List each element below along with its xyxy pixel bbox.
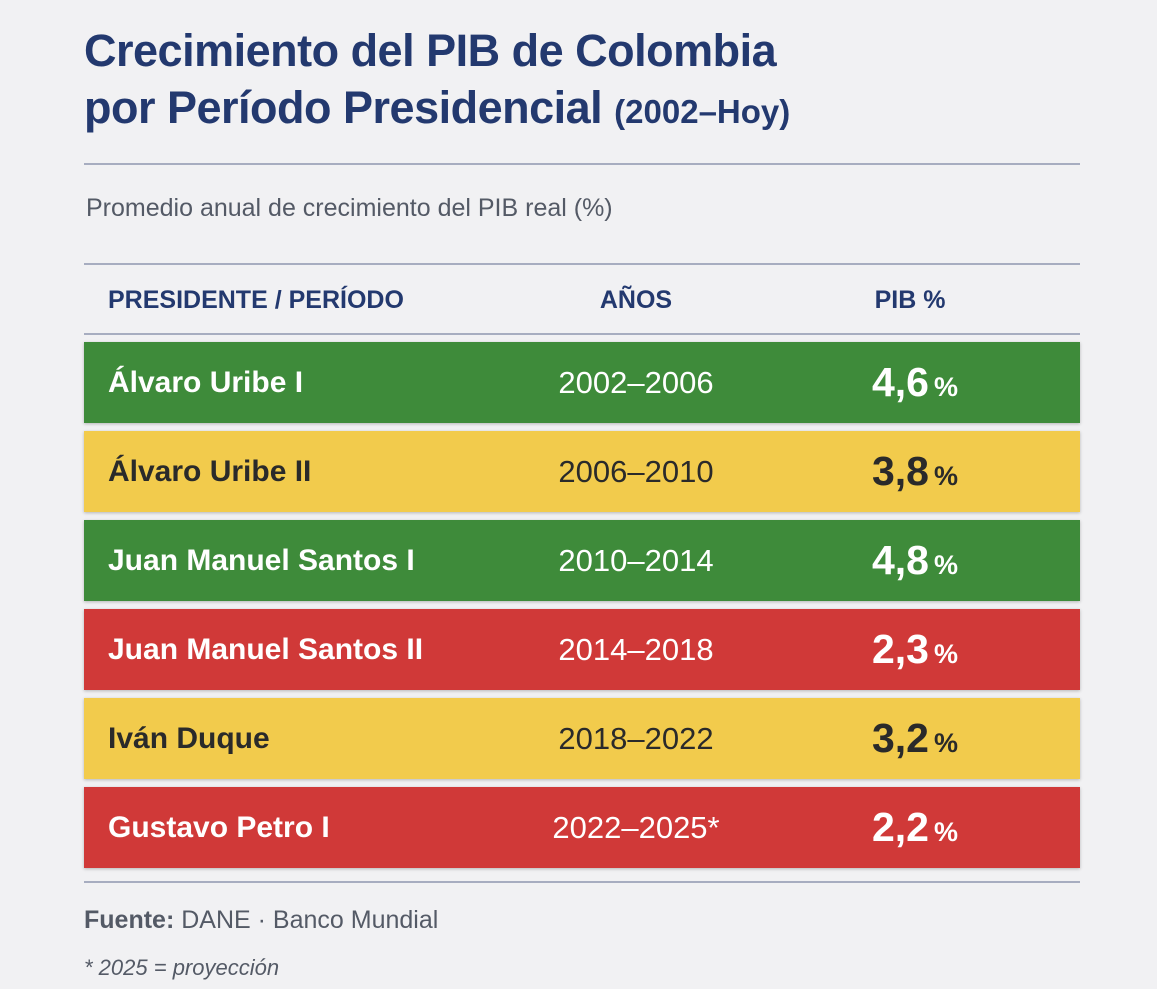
row-gdp-number: 4,8 (871, 537, 929, 583)
row-years: 2018–2022 (558, 721, 714, 756)
row-gdp-number: 2,2 (871, 804, 929, 850)
table-row: Juan Manuel Santos II 2014–2018 2,3% (84, 609, 1080, 690)
gdp-table: Álvaro Uribe I 2002–2006 4,6% Álvaro Uribe … (84, 342, 1080, 876)
footnote: * 2025 = proyección (84, 955, 280, 980)
row-gdp-unit: % (933, 461, 959, 491)
row-president: Gustavo Petro I (108, 811, 330, 844)
table-row: Álvaro Uribe II 2006–2010 3,8% (84, 431, 1080, 512)
row-gdp-value: 2,3% (872, 609, 958, 699)
row-years: 2006–2010 (558, 454, 714, 489)
table-row: Álvaro Uribe I 2002–2006 4,6% (84, 342, 1080, 423)
row-gdp-unit: % (933, 550, 959, 580)
source-line: Fuente: DANE · Banco Mundial (84, 906, 438, 935)
row-gdp-number: 2,3 (871, 626, 929, 672)
row-gdp-unit: % (933, 728, 959, 758)
table-row: Gustavo Petro I 2022–2025* 2,2% (84, 787, 1080, 868)
row-president: Álvaro Uribe I (108, 366, 304, 399)
title-line-2: por Período Presidencial (2002–Hoy) (84, 79, 790, 140)
table-row: Iván Duque 2018–2022 3,2% (84, 698, 1080, 779)
row-president: Juan Manuel Santos I (108, 544, 415, 577)
row-president: Álvaro Uribe II (108, 455, 312, 488)
source-text: DANE · Banco Mundial (181, 906, 439, 934)
column-header-years: AÑOS (599, 286, 673, 314)
title-divider (84, 163, 1080, 165)
title-line-2-text: por Período Presidencial (84, 82, 603, 133)
chart-subtitle: Promedio anual de crecimiento del PIB re… (86, 194, 613, 222)
row-gdp-value: 4,6% (872, 342, 958, 432)
footer-divider (84, 881, 1080, 883)
table-row: Juan Manuel Santos I 2010–2014 4,8% (84, 520, 1080, 601)
row-gdp-value: 3,8% (872, 431, 958, 521)
row-gdp-value: 4,8% (872, 520, 958, 610)
row-gdp-unit: % (933, 372, 959, 402)
row-years: 2022–2025* (552, 810, 720, 845)
chart-title: Crecimiento del PIB de Colombia por Perí… (84, 22, 790, 140)
row-years: 2002–2006 (558, 365, 714, 400)
row-gdp-unit: % (933, 639, 959, 669)
row-gdp-unit: % (933, 817, 959, 847)
row-gdp-number: 4,6 (871, 359, 929, 405)
header-bottom-divider (84, 333, 1080, 335)
title-range: (2002–Hoy) (614, 93, 791, 130)
row-gdp-value: 3,2% (872, 698, 958, 788)
row-gdp-number: 3,2 (871, 715, 929, 761)
header-top-divider (84, 263, 1080, 265)
row-president: Iván Duque (108, 722, 270, 755)
row-gdp-value: 2,2% (872, 787, 958, 877)
column-header-president: PRESIDENTE / PERÍODO (108, 286, 404, 314)
title-line-1: Crecimiento del PIB de Colombia (84, 25, 777, 76)
row-years: 2010–2014 (558, 543, 714, 578)
row-years: 2014–2018 (558, 632, 714, 667)
source-label: Fuente: (84, 906, 175, 934)
column-header-gdp: PIB % (874, 286, 946, 314)
row-president: Juan Manuel Santos II (108, 633, 424, 666)
row-gdp-number: 3,8 (871, 448, 929, 494)
